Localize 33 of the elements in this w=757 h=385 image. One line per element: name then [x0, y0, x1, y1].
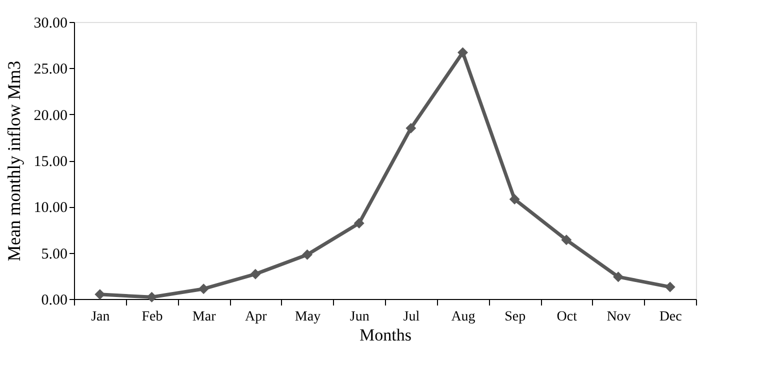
- x-tick-label: Dec: [659, 310, 682, 324]
- point: [458, 47, 468, 58]
- y-tick-label: 30.00: [34, 16, 68, 32]
- y-tick-label: 20.00: [34, 108, 68, 124]
- x-tick-label: Feb: [142, 310, 163, 324]
- x-tick-label: Aug: [451, 310, 476, 324]
- y-tick-label: 0.00: [41, 292, 68, 308]
- point: [561, 234, 572, 246]
- point: [250, 268, 261, 280]
- x-tick-label: May: [294, 310, 321, 324]
- point: [302, 249, 312, 260]
- x-tick-label: Jan: [91, 310, 110, 324]
- point: [198, 284, 209, 294]
- x-tick-label: Mar: [192, 310, 216, 324]
- x-tick-label: Nov: [606, 310, 631, 324]
- x-tick-label: Oct: [556, 310, 578, 324]
- point: [664, 282, 676, 292]
- x-tick-label: Jul: [403, 310, 420, 324]
- point: [613, 272, 624, 282]
- point: [146, 292, 157, 302]
- y-tick-label: 25.00: [34, 62, 68, 78]
- y-tick-label: 10.00: [34, 200, 68, 216]
- point: [406, 122, 416, 134]
- x-tick-label: Apr: [245, 310, 268, 324]
- y-tick-label: 15.00: [34, 154, 68, 170]
- point: [509, 194, 520, 205]
- x-tick-label: Jun: [350, 310, 370, 324]
- x-axis-title: Months: [360, 326, 412, 344]
- y-tick-label: 5.00: [41, 246, 68, 262]
- x-tick-label: Sep: [504, 310, 526, 324]
- point: [94, 289, 106, 300]
- y-axis-title: Mean monthly inflow Mm3: [4, 60, 24, 262]
- point: [354, 218, 364, 229]
